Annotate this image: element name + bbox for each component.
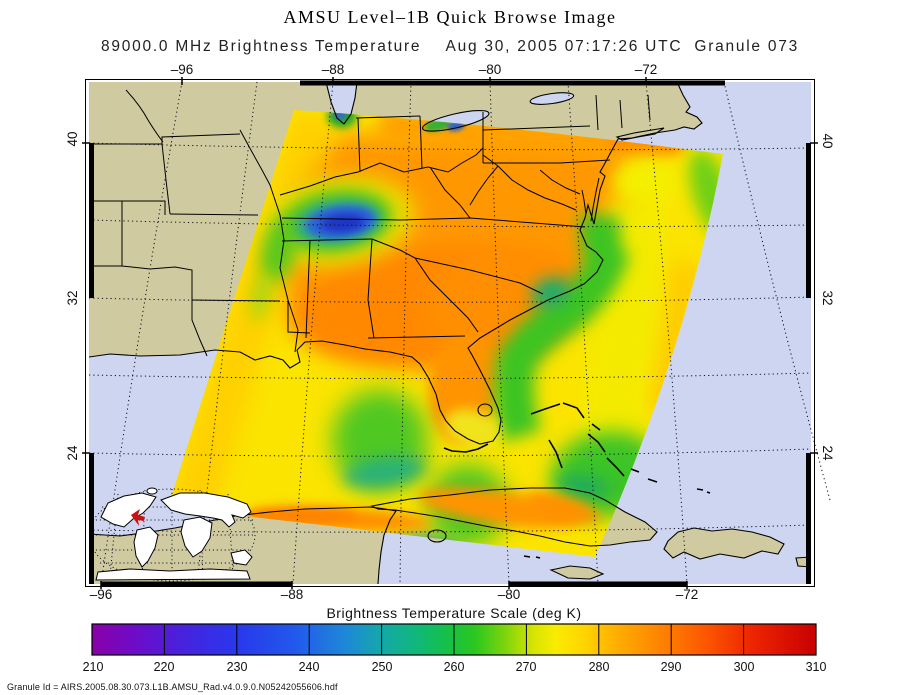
svg-text:89000.0 MHz Brightness Tempera: 89000.0 MHz Brightness Temperature Aug 3… xyxy=(101,38,799,55)
svg-text:230: 230 xyxy=(227,660,248,674)
svg-text:40: 40 xyxy=(65,131,80,146)
svg-text:240: 240 xyxy=(299,660,320,674)
svg-text:Granule Id = AIRS.2005.08.30.0: Granule Id = AIRS.2005.08.30.073.L1B.AMS… xyxy=(7,682,338,692)
svg-text:32: 32 xyxy=(65,290,80,305)
svg-text:AMSU Level–1B Quick Browse Ima: AMSU Level–1B Quick Browse Image xyxy=(284,7,617,27)
svg-text:–96: –96 xyxy=(90,587,113,602)
svg-text:–72: –72 xyxy=(635,62,658,77)
svg-text:Brightness Temperature Scale (: Brightness Temperature Scale (deg K) xyxy=(326,605,581,621)
svg-text:–80: –80 xyxy=(479,62,502,77)
svg-text:260: 260 xyxy=(444,660,465,674)
svg-text:310: 310 xyxy=(806,660,827,674)
svg-text:24: 24 xyxy=(65,445,80,461)
svg-text:–72: –72 xyxy=(676,587,699,602)
svg-text:250: 250 xyxy=(372,660,393,674)
svg-text:–88: –88 xyxy=(281,587,304,602)
svg-text:220: 220 xyxy=(154,660,175,674)
svg-text:290: 290 xyxy=(661,660,682,674)
svg-text:–80: –80 xyxy=(498,587,521,602)
svg-text:–96: –96 xyxy=(171,62,194,77)
svg-text:210: 210 xyxy=(83,660,104,674)
svg-text:40: 40 xyxy=(820,133,835,148)
svg-text:24: 24 xyxy=(820,445,835,461)
svg-text:–88: –88 xyxy=(322,62,345,77)
svg-text:270: 270 xyxy=(516,660,537,674)
svg-text:300: 300 xyxy=(734,660,755,674)
svg-text:280: 280 xyxy=(589,660,610,674)
svg-text:32: 32 xyxy=(820,290,835,305)
